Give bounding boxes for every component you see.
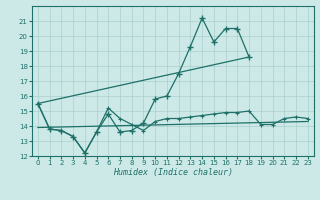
X-axis label: Humidex (Indice chaleur): Humidex (Indice chaleur) bbox=[113, 168, 233, 177]
